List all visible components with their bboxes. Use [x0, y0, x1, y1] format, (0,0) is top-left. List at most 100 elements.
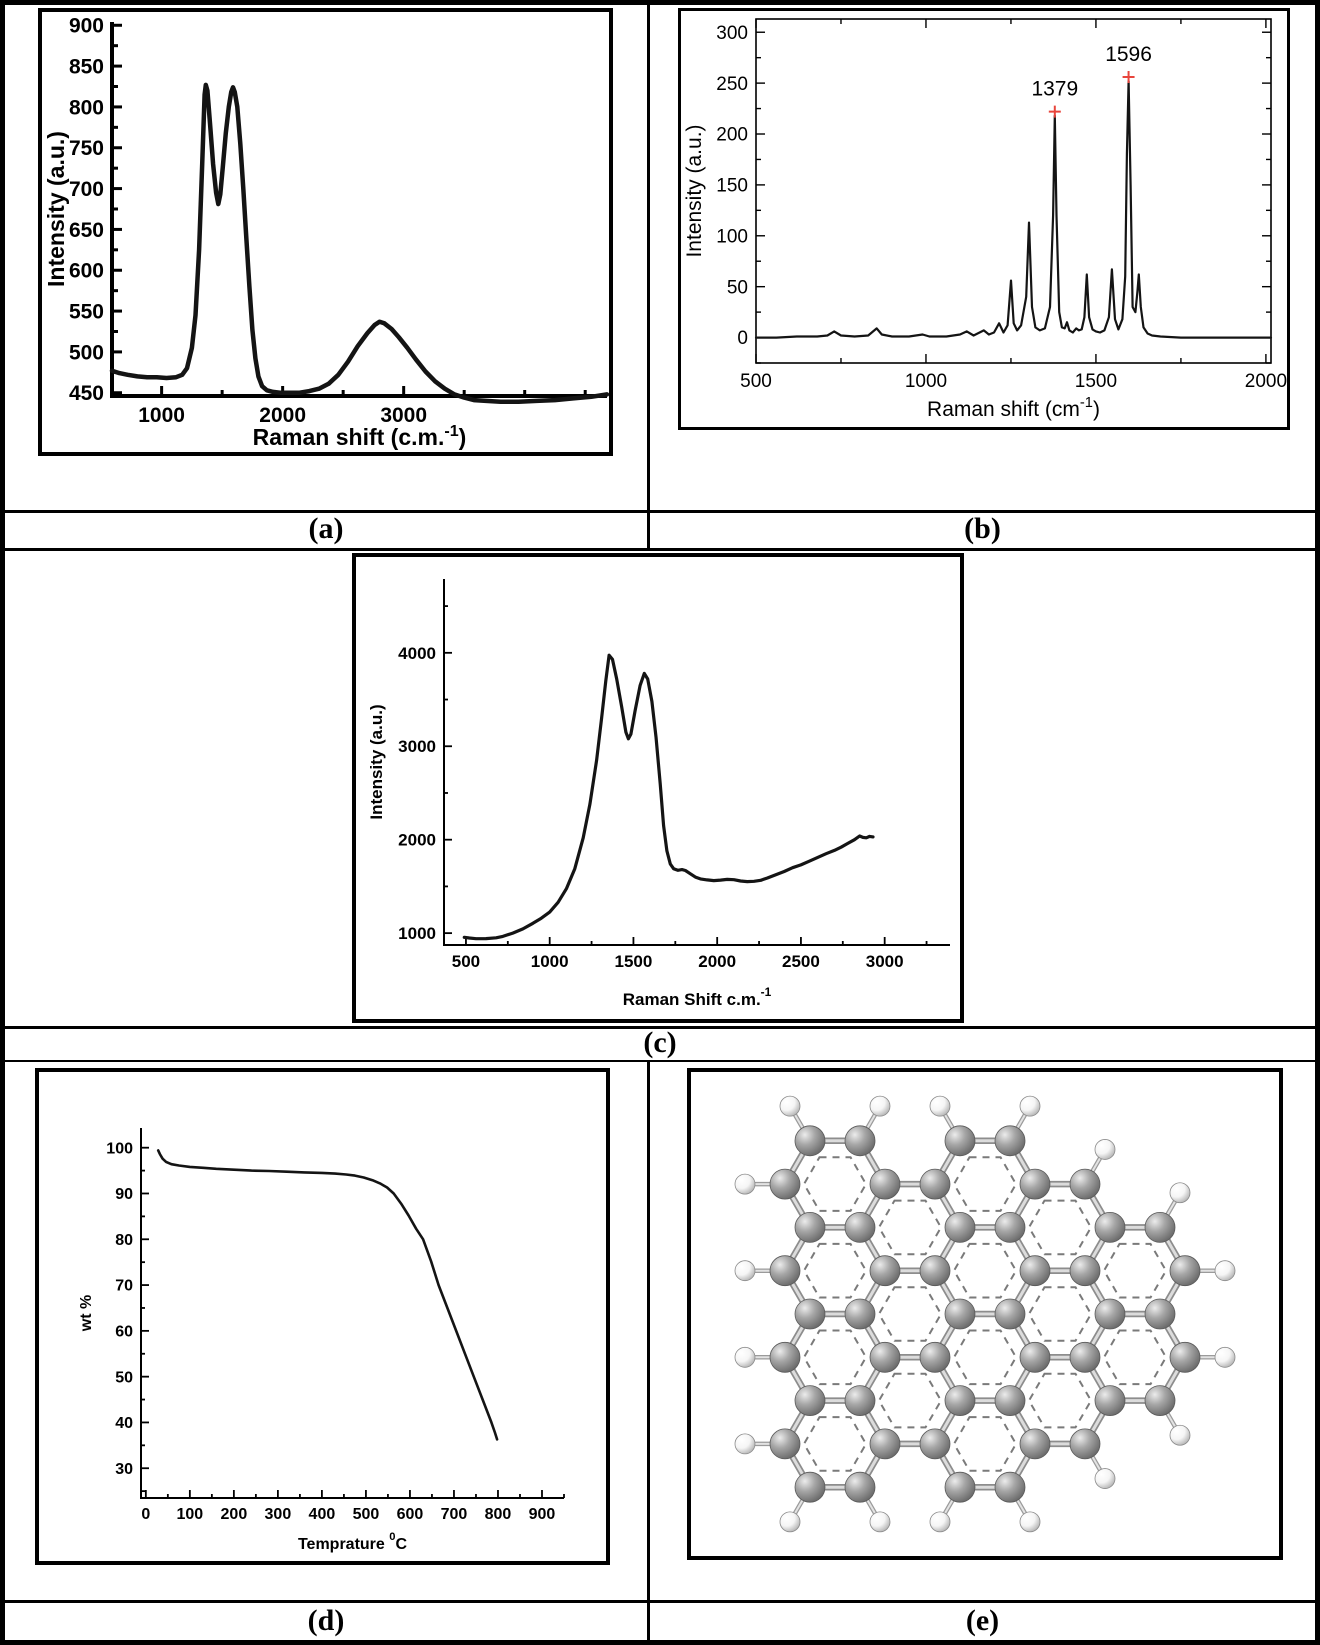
svg-text:50: 50 — [115, 1369, 133, 1386]
hydrogen-atom — [734, 1260, 756, 1282]
aromatic-dashed-bonds — [802, 1156, 1168, 1472]
hydrogen-atom — [1214, 1260, 1236, 1282]
carbon-atom — [794, 1125, 826, 1157]
panel-a-raman-chart: 1000 2000 3000 450 500 550 600 650 700 750 800 850 9… — [38, 8, 613, 456]
carbon-atom — [1144, 1298, 1176, 1330]
svg-text:40: 40 — [115, 1415, 133, 1432]
svg-text:550: 550 — [69, 300, 104, 323]
hydrogen-atom — [1094, 1468, 1116, 1489]
carbon-atom — [769, 1341, 801, 1373]
hydrogen-atom — [734, 1346, 756, 1368]
peak-label: 1596 — [1105, 43, 1152, 66]
carbon-atom — [844, 1471, 876, 1503]
carbon-atom — [919, 1255, 951, 1287]
svg-text:800: 800 — [69, 96, 104, 119]
x-axis-title: Temprature 0C — [298, 1531, 408, 1553]
hydrogen-atom — [779, 1511, 801, 1533]
svg-text:2000: 2000 — [1245, 371, 1287, 392]
raman-spectrum-b: 500 1000 1500 2000 0 50 100 150 200 250 300 1379 159… — [681, 11, 1287, 427]
svg-text:1000: 1000 — [138, 404, 185, 427]
carbon-atom — [919, 1428, 951, 1460]
panel-label-d: (d) — [307, 1604, 345, 1637]
svg-text:1500: 1500 — [615, 952, 653, 971]
panel-label-c: (c) — [643, 1026, 677, 1059]
svg-text:900: 900 — [69, 15, 104, 38]
x-axis-title: Raman Shift c.m.-1 — [623, 985, 772, 1009]
carbon-atom — [994, 1385, 1026, 1417]
carbon-atom — [1069, 1428, 1101, 1460]
carbon-atom — [769, 1168, 801, 1200]
carbon-atom — [1169, 1341, 1201, 1373]
svg-text:800: 800 — [485, 1506, 512, 1523]
atoms — [734, 1095, 1236, 1533]
svg-text:2000: 2000 — [398, 831, 436, 850]
panel-label-b: (b) — [964, 512, 1001, 545]
hydrogen-atom — [869, 1511, 891, 1533]
svg-text:0: 0 — [141, 1506, 150, 1523]
svg-text:100: 100 — [716, 226, 748, 247]
peak-marker — [1122, 71, 1135, 84]
raman-spectrum-c: 500 1000 1500 2000 2500 3000 1000 2000 3000 4000 I… — [356, 557, 960, 1019]
y-axis-title: Intensity (a.u.) — [43, 131, 69, 287]
svg-text:200: 200 — [221, 1506, 248, 1523]
carbon-atom — [944, 1125, 976, 1157]
carbon-atom — [994, 1471, 1026, 1503]
svg-text:70: 70 — [115, 1278, 133, 1295]
carbon-atom — [919, 1341, 951, 1373]
x-axis-title: Raman shift (c.m.-1) — [253, 422, 467, 450]
hydrogen-atom — [1094, 1139, 1116, 1160]
peak-label: 1379 — [1031, 78, 1078, 101]
carbon-atom — [1169, 1255, 1201, 1287]
carbon-atom — [769, 1255, 801, 1287]
carbon-atom — [794, 1385, 826, 1417]
svg-text:150: 150 — [716, 176, 748, 197]
carbon-atom — [844, 1385, 876, 1417]
carbon-atom — [869, 1428, 901, 1460]
svg-text:2000: 2000 — [259, 404, 306, 427]
svg-text:0: 0 — [737, 328, 748, 349]
svg-text:100: 100 — [106, 1140, 133, 1157]
hydrogen-atom — [734, 1433, 756, 1455]
carbon-atom — [1144, 1385, 1176, 1417]
hydrogen-atom — [1019, 1511, 1041, 1533]
panel-c-raman-chart: 500 1000 1500 2000 2500 3000 1000 2000 3000 4000 I… — [352, 553, 964, 1023]
carbon-atom — [994, 1211, 1026, 1243]
carbon-atom — [869, 1255, 901, 1287]
peak-marker — [1048, 105, 1061, 118]
carbon-atom — [1069, 1255, 1101, 1287]
svg-text:500: 500 — [353, 1506, 380, 1523]
carbon-atom — [919, 1168, 951, 1200]
carbon-atom — [1019, 1168, 1051, 1200]
y-axis-title: Intensity (a.u.) — [367, 704, 386, 819]
svg-text:500: 500 — [69, 341, 104, 364]
svg-text:1000: 1000 — [905, 371, 947, 392]
svg-text:500: 500 — [740, 371, 772, 392]
carbon-atom — [1069, 1168, 1101, 1200]
row-divider-1 — [5, 510, 1315, 513]
carbon-atom — [794, 1211, 826, 1243]
carbon-atom — [1019, 1428, 1051, 1460]
svg-text:900: 900 — [529, 1506, 556, 1523]
hydrogen-atom — [734, 1173, 756, 1195]
svg-text:1500: 1500 — [1075, 371, 1117, 392]
y-axis-title: Intensity (a.u.) — [683, 124, 706, 257]
tga-curve: 0 100 200 300 400 500 600 700 800 900 30 40 50 60 70 80… — [39, 1072, 606, 1561]
hydrogen-atom — [869, 1095, 891, 1117]
svg-text:650: 650 — [69, 219, 104, 242]
svg-text:500: 500 — [452, 952, 480, 971]
hydrogen-atom — [1019, 1095, 1041, 1117]
carbon-atom — [1094, 1211, 1126, 1243]
svg-text:2000: 2000 — [698, 952, 736, 971]
x-axis-title: Raman shift (cm-1) — [927, 395, 1100, 421]
hydrogen-atom — [929, 1095, 951, 1117]
panel-label-e: (e) — [965, 1604, 1000, 1637]
carbon-atom — [794, 1471, 826, 1503]
svg-text:3000: 3000 — [866, 952, 904, 971]
carbon-atom — [1069, 1341, 1101, 1373]
svg-text:750: 750 — [69, 137, 104, 160]
carbon-atom — [944, 1211, 976, 1243]
panel-e-molecule — [687, 1068, 1283, 1560]
carbon-atom — [1094, 1385, 1126, 1417]
carbon-atom — [1019, 1341, 1051, 1373]
svg-text:250: 250 — [716, 74, 748, 95]
